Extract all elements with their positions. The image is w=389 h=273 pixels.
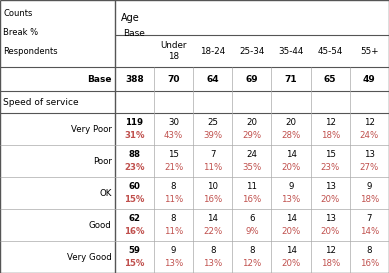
Text: Good: Good xyxy=(89,221,112,230)
Text: 31%: 31% xyxy=(124,132,145,141)
Text: Speed of service: Speed of service xyxy=(3,98,79,107)
Text: 13%: 13% xyxy=(164,259,183,268)
Text: 18-24: 18-24 xyxy=(200,47,225,56)
Text: 65: 65 xyxy=(324,75,336,84)
Text: 20: 20 xyxy=(286,118,296,127)
Text: 14: 14 xyxy=(207,214,218,223)
Text: 11%: 11% xyxy=(203,164,223,173)
Text: 16%: 16% xyxy=(124,227,145,236)
Text: 35%: 35% xyxy=(242,164,261,173)
Text: 7: 7 xyxy=(210,150,216,159)
Text: Counts: Counts xyxy=(3,9,33,18)
Text: 43%: 43% xyxy=(164,132,183,141)
Text: 8: 8 xyxy=(171,182,176,191)
Text: 12: 12 xyxy=(325,246,336,255)
Text: 8: 8 xyxy=(249,246,255,255)
Text: 23%: 23% xyxy=(124,164,145,173)
Text: 388: 388 xyxy=(125,75,144,84)
Text: 11%: 11% xyxy=(164,195,183,204)
Text: 88: 88 xyxy=(128,150,140,159)
Text: 23%: 23% xyxy=(321,164,340,173)
Text: 11: 11 xyxy=(246,182,258,191)
Text: Very Good: Very Good xyxy=(67,253,112,262)
Text: 13: 13 xyxy=(364,150,375,159)
Text: 20%: 20% xyxy=(321,227,340,236)
Text: 15: 15 xyxy=(168,150,179,159)
Text: 55+: 55+ xyxy=(360,47,378,56)
Text: 60: 60 xyxy=(128,182,140,191)
Text: 18%: 18% xyxy=(360,195,379,204)
Text: 14: 14 xyxy=(286,150,296,159)
Text: 49: 49 xyxy=(363,75,376,84)
Text: 9: 9 xyxy=(367,182,372,191)
Text: 64: 64 xyxy=(207,75,219,84)
Text: 18%: 18% xyxy=(321,259,340,268)
Text: 45-54: 45-54 xyxy=(317,47,343,56)
Text: 27%: 27% xyxy=(360,164,379,173)
Text: 12%: 12% xyxy=(242,259,261,268)
Text: 9: 9 xyxy=(288,182,294,191)
Text: 11%: 11% xyxy=(164,227,183,236)
Text: 28%: 28% xyxy=(281,132,301,141)
Text: 10: 10 xyxy=(207,182,218,191)
Text: 12: 12 xyxy=(325,118,336,127)
Text: 20%: 20% xyxy=(281,259,301,268)
Text: Age: Age xyxy=(121,13,139,23)
Text: 13: 13 xyxy=(325,182,336,191)
Text: Respondents: Respondents xyxy=(3,47,58,56)
Text: 12: 12 xyxy=(364,118,375,127)
Text: 25: 25 xyxy=(207,118,218,127)
Text: 20%: 20% xyxy=(321,195,340,204)
Text: 20%: 20% xyxy=(281,164,301,173)
Text: Poor: Poor xyxy=(93,157,112,166)
Text: 13: 13 xyxy=(325,214,336,223)
Text: 35-44: 35-44 xyxy=(279,47,304,56)
Text: Break %: Break % xyxy=(3,28,38,37)
Text: 6: 6 xyxy=(249,214,255,223)
Text: 25-34: 25-34 xyxy=(239,47,265,56)
Text: 15%: 15% xyxy=(124,259,145,268)
Text: Very Poor: Very Poor xyxy=(71,125,112,134)
Text: 8: 8 xyxy=(367,246,372,255)
Text: 14: 14 xyxy=(286,246,296,255)
Text: 15%: 15% xyxy=(124,195,145,204)
Text: 22%: 22% xyxy=(203,227,223,236)
Text: 16%: 16% xyxy=(203,195,223,204)
Text: 69: 69 xyxy=(245,75,258,84)
Text: 29%: 29% xyxy=(242,132,261,141)
Text: OK: OK xyxy=(99,189,112,198)
Text: 9: 9 xyxy=(171,246,176,255)
Text: 14: 14 xyxy=(286,214,296,223)
Text: 30: 30 xyxy=(168,118,179,127)
Text: 59: 59 xyxy=(128,246,140,255)
Text: 39%: 39% xyxy=(203,132,222,141)
Text: 8: 8 xyxy=(171,214,176,223)
Text: Under
18: Under 18 xyxy=(160,41,187,61)
Text: 13%: 13% xyxy=(281,195,301,204)
Text: 7: 7 xyxy=(367,214,372,223)
Text: Base: Base xyxy=(123,29,145,38)
Text: 15: 15 xyxy=(325,150,336,159)
Text: Base: Base xyxy=(87,75,112,84)
Text: 13%: 13% xyxy=(203,259,223,268)
Text: 20: 20 xyxy=(246,118,258,127)
Text: 24: 24 xyxy=(246,150,258,159)
Text: 14%: 14% xyxy=(360,227,379,236)
Text: 16%: 16% xyxy=(360,259,379,268)
Text: 16%: 16% xyxy=(242,195,261,204)
Text: 21%: 21% xyxy=(164,164,183,173)
Text: 71: 71 xyxy=(285,75,297,84)
Text: 9%: 9% xyxy=(245,227,259,236)
Text: 18%: 18% xyxy=(321,132,340,141)
Text: 62: 62 xyxy=(128,214,140,223)
Text: 119: 119 xyxy=(125,118,143,127)
Text: 70: 70 xyxy=(167,75,180,84)
Text: 24%: 24% xyxy=(360,132,379,141)
Text: 20%: 20% xyxy=(281,227,301,236)
Text: 8: 8 xyxy=(210,246,216,255)
